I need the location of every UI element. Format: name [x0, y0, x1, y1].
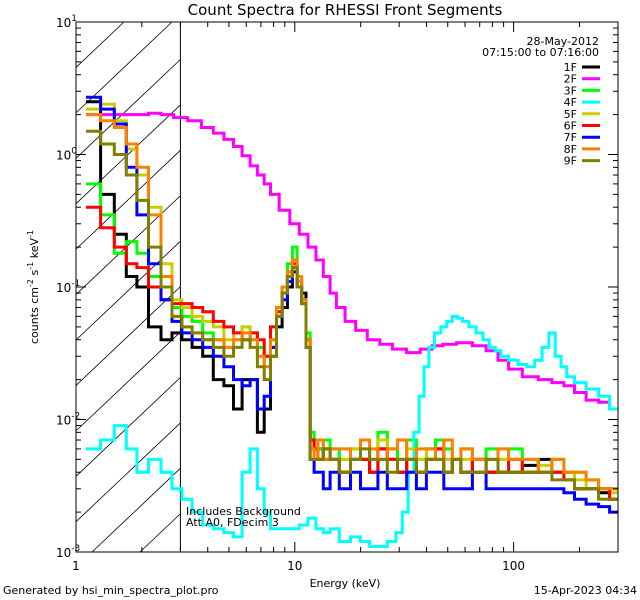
legend-label: 2F: [564, 73, 577, 86]
hatch-line: [139, 513, 181, 553]
legend-label: 4F: [564, 96, 577, 109]
legend-label: 5F: [564, 108, 577, 121]
series-line-6F: [86, 205, 618, 501]
series-line-8F: [86, 113, 618, 491]
hatch-line: [75, 21, 173, 114]
legend-label: 3F: [564, 84, 577, 97]
y-tick-label: 101: [56, 14, 77, 30]
time-range-label: 07:15:00 to 07:16:00: [482, 46, 599, 59]
hatch-line: [75, 422, 181, 523]
hatch-line: [75, 21, 125, 68]
y-tick-label: 10-1: [56, 279, 80, 295]
hatch-line: [75, 377, 181, 477]
annotation-attenuator: Att A0, FDecim 3: [186, 516, 279, 529]
y-tick-label: 100: [56, 147, 77, 163]
hatch-line: [75, 195, 181, 295]
y-tick-label: 10-3: [56, 544, 80, 560]
y-tick-label: 10-2: [56, 412, 80, 428]
x-tick-label: 100: [502, 559, 525, 573]
axis-ticks: [75, 21, 619, 553]
y-axis-label: counts cm-2 s-1 keV-1: [26, 230, 41, 344]
hatch-line: [75, 150, 181, 250]
legend-label: 9F: [564, 155, 577, 168]
x-axis-label: Energy (keV): [310, 577, 381, 590]
footer-timestamp: 15-Apr-2023 04:34: [534, 584, 637, 597]
hatch-line: [75, 59, 181, 159]
series-layer: [86, 95, 618, 548]
series-line-2F: [86, 111, 618, 411]
hatch-line: [75, 104, 181, 205]
x-tick-label: 1: [72, 559, 80, 573]
hatch-line: [91, 468, 181, 553]
date-label: 28-May-2012: [527, 35, 599, 48]
hatch-line: [75, 240, 181, 341]
series-line-9F: [86, 129, 618, 501]
legend-label: 1F: [564, 61, 577, 74]
series-line-3F: [86, 182, 618, 491]
x-tick-labels: 1 10 100: [72, 559, 525, 573]
hatch-line: [75, 331, 181, 432]
y-tick-labels: 10-3 10-2 10-1 100 101: [56, 14, 80, 560]
series-line-4F: [86, 314, 618, 548]
hatched-region: [75, 21, 181, 553]
footer-generated-by: Generated by hsi_min_spectra_plot.pro: [3, 584, 219, 597]
chart-title: Count Spectra for RHESSI Front Segments: [188, 1, 503, 19]
x-tick-label: 10: [287, 559, 302, 573]
legend-label: 8F: [564, 143, 577, 156]
hatch-line: [75, 286, 181, 386]
annotation-background: Includes Background: [186, 505, 301, 518]
legend-label: 7F: [564, 131, 577, 144]
legend-label: 6F: [564, 120, 577, 133]
